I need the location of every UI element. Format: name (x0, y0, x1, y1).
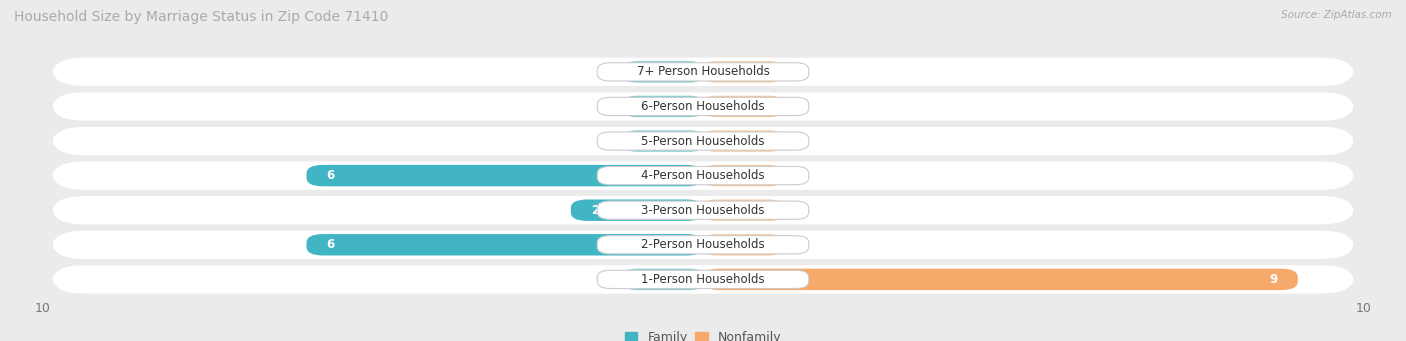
Text: 0: 0 (792, 100, 800, 113)
FancyBboxPatch shape (52, 127, 1354, 155)
FancyBboxPatch shape (598, 270, 808, 288)
Text: 6: 6 (326, 169, 335, 182)
FancyBboxPatch shape (703, 269, 1298, 290)
FancyBboxPatch shape (703, 61, 782, 83)
Text: 0: 0 (792, 238, 800, 251)
Text: Source: ZipAtlas.com: Source: ZipAtlas.com (1281, 10, 1392, 20)
Text: 0: 0 (792, 204, 800, 217)
Text: 0: 0 (606, 100, 614, 113)
FancyBboxPatch shape (703, 199, 782, 221)
FancyBboxPatch shape (624, 96, 703, 117)
FancyBboxPatch shape (598, 201, 808, 219)
Text: 0: 0 (606, 65, 614, 78)
Text: 2-Person Households: 2-Person Households (641, 238, 765, 251)
Text: Household Size by Marriage Status in Zip Code 71410: Household Size by Marriage Status in Zip… (14, 10, 388, 24)
FancyBboxPatch shape (703, 165, 782, 186)
FancyBboxPatch shape (52, 161, 1354, 190)
FancyBboxPatch shape (624, 130, 703, 152)
FancyBboxPatch shape (598, 63, 808, 81)
FancyBboxPatch shape (703, 234, 782, 255)
Text: 4-Person Households: 4-Person Households (641, 169, 765, 182)
FancyBboxPatch shape (703, 130, 782, 152)
FancyBboxPatch shape (598, 236, 808, 254)
FancyBboxPatch shape (598, 166, 808, 185)
FancyBboxPatch shape (624, 269, 703, 290)
Text: 0: 0 (792, 169, 800, 182)
Text: 6-Person Households: 6-Person Households (641, 100, 765, 113)
Text: 6: 6 (326, 238, 335, 251)
FancyBboxPatch shape (52, 196, 1354, 224)
Text: 1-Person Households: 1-Person Households (641, 273, 765, 286)
FancyBboxPatch shape (624, 61, 703, 83)
Text: 7+ Person Households: 7+ Person Households (637, 65, 769, 78)
FancyBboxPatch shape (571, 199, 703, 221)
FancyBboxPatch shape (307, 234, 703, 255)
FancyBboxPatch shape (598, 97, 808, 116)
FancyBboxPatch shape (52, 92, 1354, 121)
Text: 0: 0 (792, 135, 800, 148)
Text: 3-Person Households: 3-Person Households (641, 204, 765, 217)
FancyBboxPatch shape (703, 96, 782, 117)
Text: 5-Person Households: 5-Person Households (641, 135, 765, 148)
FancyBboxPatch shape (598, 132, 808, 150)
Text: 0: 0 (606, 273, 614, 286)
FancyBboxPatch shape (307, 165, 703, 186)
Text: 0: 0 (792, 65, 800, 78)
FancyBboxPatch shape (52, 231, 1354, 259)
Text: 2: 2 (591, 204, 599, 217)
Text: 9: 9 (1270, 273, 1278, 286)
Text: 0: 0 (606, 135, 614, 148)
FancyBboxPatch shape (52, 265, 1354, 294)
Legend: Family, Nonfamily: Family, Nonfamily (624, 331, 782, 341)
FancyBboxPatch shape (52, 58, 1354, 86)
